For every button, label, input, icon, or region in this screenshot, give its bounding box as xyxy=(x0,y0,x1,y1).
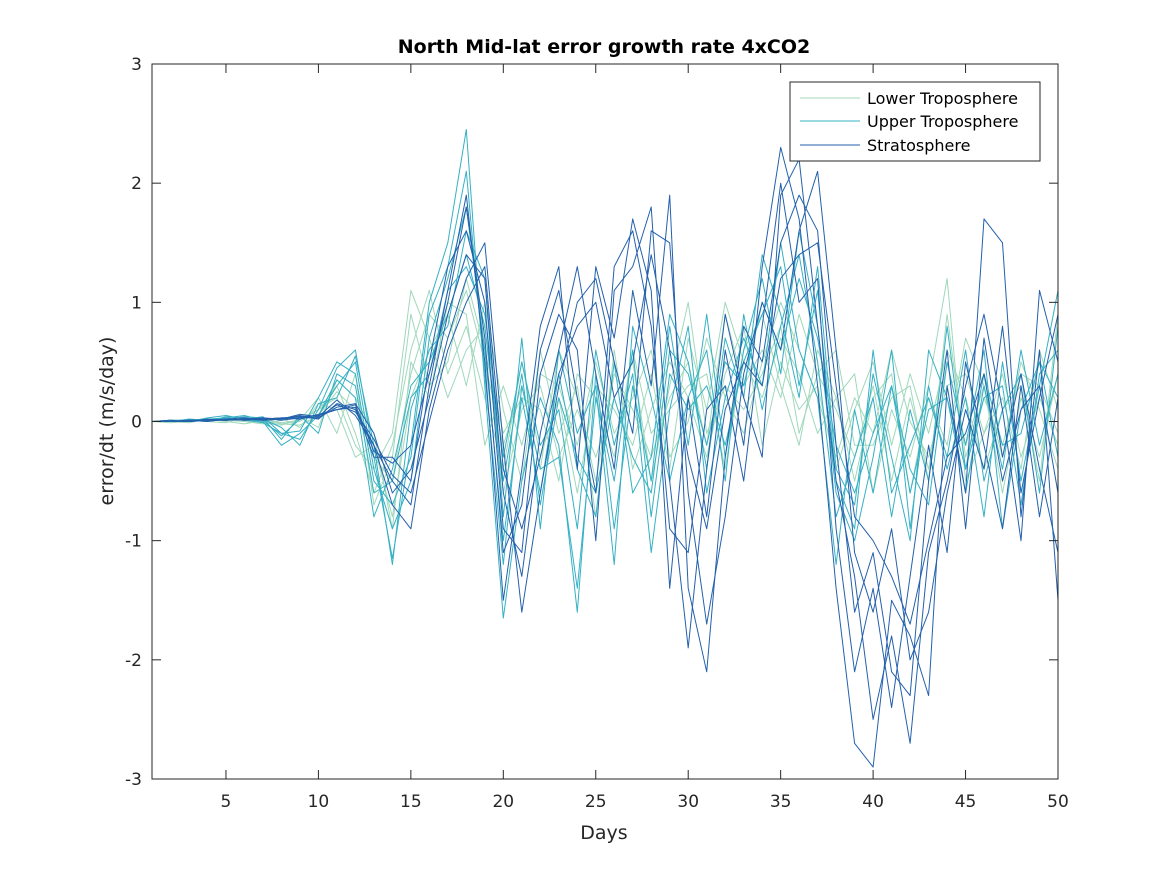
x-axis: 5 10 15 20 25 30 35 40 45 50 xyxy=(221,64,1069,812)
x-tick-label: 15 xyxy=(400,792,422,812)
legend[interactable]: Lower Troposphere Upper Troposphere Stra… xyxy=(789,81,1041,162)
series-line-upper-troposphere-10 xyxy=(152,170,1058,589)
x-tick-label: 30 xyxy=(677,792,699,812)
x-tick-label: 35 xyxy=(770,792,792,812)
legend-label-upper-troposphere: Upper Troposphere xyxy=(867,112,1018,131)
y-tick-label: -2 xyxy=(125,651,142,671)
y-tick-label: 1 xyxy=(131,293,142,313)
legend-label-lower-troposphere: Lower Troposphere xyxy=(867,89,1018,108)
y-axis-label: error/dt (m/s/day) xyxy=(96,337,118,506)
x-tick-label: 40 xyxy=(862,792,884,812)
x-tick-label: 50 xyxy=(1047,792,1069,812)
x-tick-label: 20 xyxy=(492,792,514,812)
chart-title: North Mid-lat error growth rate 4xCO2 xyxy=(398,36,811,58)
y-axis: -3 -2 -1 0 1 2 3 xyxy=(125,55,1058,790)
series-line-stratosphere-17 xyxy=(152,242,1058,625)
series-line-stratosphere-15 xyxy=(152,170,1058,661)
x-tick-label: 10 xyxy=(308,792,330,812)
y-tick-label: 2 xyxy=(131,174,142,194)
y-tick-label: -3 xyxy=(125,770,142,790)
x-axis-label: Days xyxy=(580,822,627,844)
y-tick-label: -1 xyxy=(125,532,142,552)
series-line-lower-troposphere-2 xyxy=(152,301,1058,518)
x-tick-label: 45 xyxy=(955,792,977,812)
series-line-upper-troposphere-9 xyxy=(152,230,1058,565)
series-line-upper-troposphere-6 xyxy=(152,129,1058,619)
series-line-upper-troposphere-8 xyxy=(152,242,1058,565)
y-tick-label: 0 xyxy=(131,413,142,433)
x-tick-label: 5 xyxy=(221,792,232,812)
legend-label-stratosphere: Stratosphere xyxy=(867,136,970,155)
series-line-lower-troposphere-5 xyxy=(152,289,1058,494)
x-tick-label: 25 xyxy=(585,792,607,812)
series-line-stratosphere-16 xyxy=(152,182,1058,708)
series-layer xyxy=(152,129,1058,768)
y-tick-label: 3 xyxy=(131,55,142,75)
